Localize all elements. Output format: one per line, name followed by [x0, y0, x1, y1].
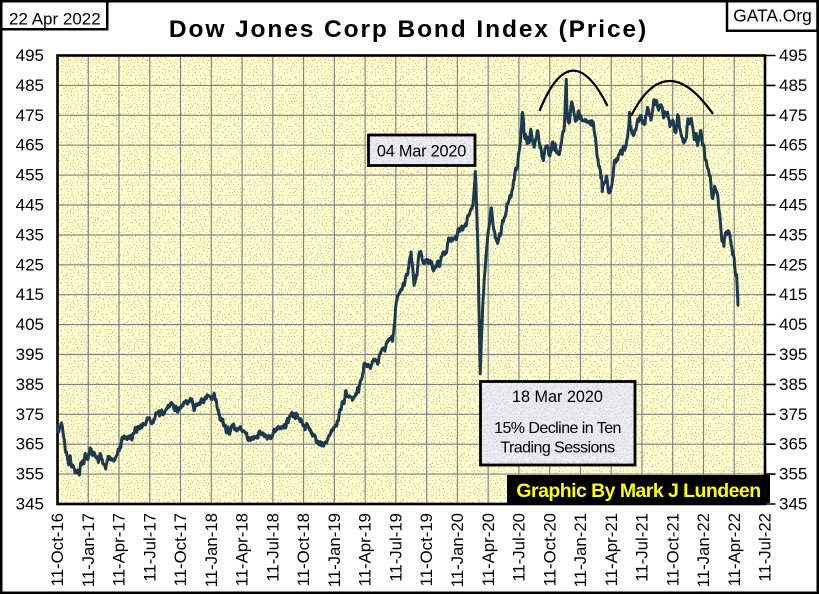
svg-text:11-Apr-18: 11-Apr-18	[233, 513, 252, 586]
svg-text:11-Oct-21: 11-Oct-21	[663, 513, 682, 586]
svg-text:455: 455	[779, 166, 807, 185]
svg-text:11-Jul-21: 11-Jul-21	[633, 513, 652, 582]
svg-text:11-Jul-18: 11-Jul-18	[263, 513, 282, 582]
svg-text:11-Apr-21: 11-Apr-21	[602, 513, 621, 586]
svg-text:11-Jan-20: 11-Jan-20	[448, 513, 467, 587]
svg-text:445: 445	[16, 196, 44, 215]
svg-text:355: 355	[779, 465, 807, 484]
svg-text:11-Apr-19: 11-Apr-19	[356, 513, 375, 586]
svg-text:345: 345	[779, 495, 807, 514]
svg-text:11-Oct-16: 11-Oct-16	[48, 513, 67, 586]
svg-text:485: 485	[779, 76, 807, 95]
svg-text:405: 405	[16, 315, 44, 334]
svg-text:465: 465	[779, 136, 807, 155]
svg-text:11-Jan-18: 11-Jan-18	[202, 513, 221, 587]
svg-text:Graphic By Mark J Lundeen: Graphic By Mark J Lundeen	[516, 480, 760, 502]
svg-text:385: 385	[779, 375, 807, 394]
svg-text:11-Oct-19: 11-Oct-19	[417, 513, 436, 586]
svg-text:345: 345	[16, 495, 44, 514]
svg-text:375: 375	[16, 405, 44, 424]
svg-text:395: 395	[16, 345, 44, 364]
svg-text:11-Apr-22: 11-Apr-22	[725, 513, 744, 586]
svg-text:375: 375	[779, 405, 807, 424]
svg-text:475: 475	[16, 106, 44, 125]
svg-text:11-Apr-17: 11-Apr-17	[110, 513, 129, 586]
svg-text:485: 485	[16, 76, 44, 95]
svg-text:11-Apr-20: 11-Apr-20	[479, 513, 498, 586]
svg-text:415: 415	[779, 285, 807, 304]
svg-text:11-Jul-17: 11-Jul-17	[140, 513, 159, 582]
svg-text:365: 365	[16, 435, 44, 454]
svg-text:11-Oct-18: 11-Oct-18	[294, 513, 313, 586]
svg-text:495: 495	[16, 46, 44, 65]
svg-text:11-Oct-17: 11-Oct-17	[171, 513, 190, 586]
svg-text:18 Mar 2020: 18 Mar 2020	[512, 388, 603, 406]
svg-text:11-Jul-22: 11-Jul-22	[756, 513, 775, 582]
svg-text:22 Apr 2022: 22 Apr 2022	[9, 10, 101, 29]
svg-text:475: 475	[779, 106, 807, 125]
svg-text:365: 365	[779, 435, 807, 454]
svg-text:395: 395	[779, 345, 807, 364]
svg-text:455: 455	[16, 166, 44, 185]
svg-text:465: 465	[16, 136, 44, 155]
svg-text:15% Decline in Ten: 15% Decline in Ten	[494, 420, 621, 437]
svg-text:11-Jan-19: 11-Jan-19	[325, 513, 344, 587]
svg-text:Dow Jones Corp Bond Index (Pri: Dow Jones Corp Bond Index (Price)	[169, 16, 648, 43]
svg-text:495: 495	[779, 46, 807, 65]
svg-text:425: 425	[16, 255, 44, 274]
svg-text:425: 425	[779, 255, 807, 274]
svg-text:04 Mar 2020: 04 Mar 2020	[377, 143, 466, 161]
svg-text:11-Jul-20: 11-Jul-20	[510, 513, 529, 582]
svg-text:435: 435	[779, 225, 807, 244]
svg-text:435: 435	[16, 225, 44, 244]
svg-text:445: 445	[779, 196, 807, 215]
svg-text:385: 385	[16, 375, 44, 394]
svg-text:405: 405	[779, 315, 807, 334]
svg-text:11-Oct-20: 11-Oct-20	[540, 513, 559, 586]
svg-text:415: 415	[16, 285, 44, 304]
svg-text:11-Jan-21: 11-Jan-21	[571, 513, 590, 587]
svg-text:GATA.Org: GATA.Org	[733, 6, 812, 26]
svg-text:11-Jul-19: 11-Jul-19	[386, 513, 405, 582]
svg-text:Trading Sessions: Trading Sessions	[500, 440, 615, 457]
svg-text:355: 355	[16, 465, 44, 484]
svg-text:11-Jan-17: 11-Jan-17	[79, 513, 98, 587]
svg-text:11-Jan-22: 11-Jan-22	[694, 513, 713, 587]
